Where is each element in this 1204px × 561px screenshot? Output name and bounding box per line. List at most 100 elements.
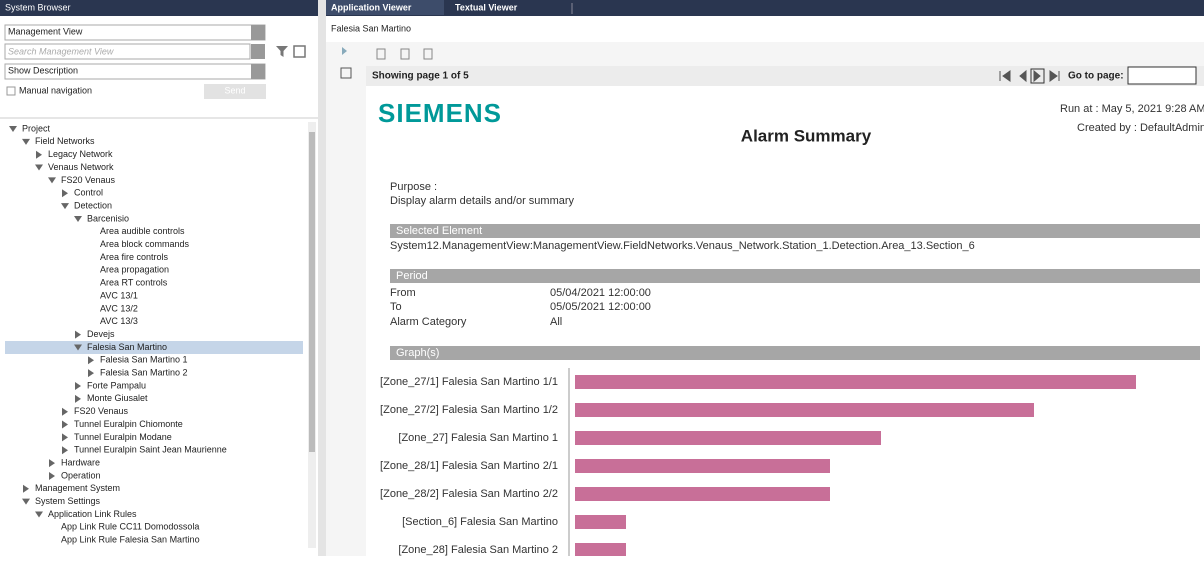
breadcrumb: Falesia San Martino xyxy=(331,23,411,33)
field-label: From xyxy=(390,287,416,299)
category-label: [Zone_28/2] Falesia San Martino 2/2 xyxy=(380,488,558,500)
search-placeholder: Search Management View xyxy=(8,46,114,56)
tree-item[interactable]: FS20 Venaus xyxy=(61,175,116,185)
send-button[interactable] xyxy=(204,84,266,99)
tree-item[interactable]: App Link Rule CC11 Domodossola xyxy=(61,522,199,532)
save-icon[interactable] xyxy=(340,67,352,79)
tree-item[interactable]: Field Networks xyxy=(35,136,95,146)
tree-item[interactable]: Management System xyxy=(35,483,120,493)
section-title: Graph(s) xyxy=(396,347,439,359)
toolbar xyxy=(366,42,1204,66)
filter-icon[interactable] xyxy=(276,46,288,57)
bar xyxy=(575,487,830,501)
expander[interactable] xyxy=(49,459,55,468)
expander[interactable] xyxy=(62,407,68,416)
category-label: [Zone_27/1] Falesia San Martino 1/1 xyxy=(380,376,558,388)
expander[interactable] xyxy=(74,344,82,351)
field-value: 05/05/2021 12:00:00 xyxy=(550,301,651,313)
play-icon[interactable] xyxy=(342,47,347,55)
bar xyxy=(575,375,1136,389)
field-label: To xyxy=(390,301,402,313)
tree-item[interactable]: Operation xyxy=(61,470,101,480)
expander[interactable] xyxy=(61,203,69,210)
expander[interactable] xyxy=(36,150,42,159)
tree-item[interactable]: Hardware xyxy=(61,457,100,467)
expander[interactable] xyxy=(62,433,68,442)
tree-item[interactable]: App Link Rule Falesia San Martino xyxy=(61,535,200,545)
tab[interactable]: Textual Viewer xyxy=(455,2,518,12)
expander[interactable] xyxy=(75,330,81,339)
tree-item[interactable]: Area propagation xyxy=(100,265,169,275)
expander[interactable] xyxy=(35,511,43,518)
tree-item[interactable]: AVC 13/1 xyxy=(100,290,138,300)
tree-item[interactable]: Area block commands xyxy=(100,239,190,249)
category-label: [Zone_27] Falesia San Martino 1 xyxy=(398,432,558,444)
tree-item[interactable]: Area RT controls xyxy=(100,278,168,288)
tool-icon[interactable] xyxy=(423,48,433,60)
tree-item[interactable]: Tunnel Euralpin Saint Jean Maurienne xyxy=(74,445,227,455)
tree-item[interactable]: System Settings xyxy=(35,496,101,506)
page-nav-focus xyxy=(1030,68,1045,84)
tree-item[interactable]: Tunnel Euralpin Chiomonte xyxy=(74,419,183,429)
expander[interactable] xyxy=(62,189,68,198)
expander[interactable] xyxy=(74,215,82,222)
expander[interactable] xyxy=(75,394,81,403)
tree-item[interactable]: Devejs xyxy=(87,329,115,339)
search-box[interactable] xyxy=(4,43,251,60)
tree-item[interactable]: Barcenisio xyxy=(87,213,129,223)
expander[interactable] xyxy=(88,356,94,365)
tree-item[interactable]: AVC 13/3 xyxy=(100,316,138,326)
expander[interactable] xyxy=(88,369,94,378)
checkbox[interactable] xyxy=(6,86,16,96)
expander[interactable] xyxy=(22,138,30,145)
page-nav[interactable] xyxy=(999,69,1060,83)
expander[interactable] xyxy=(22,498,30,505)
scroll-thumb[interactable] xyxy=(309,132,315,452)
save-icon[interactable] xyxy=(293,45,306,58)
search-arrow[interactable] xyxy=(251,44,265,59)
tree-item[interactable]: Legacy Network xyxy=(48,149,113,159)
expander[interactable] xyxy=(9,126,17,132)
tool-icon[interactable] xyxy=(400,48,410,60)
expander[interactable] xyxy=(75,382,81,390)
tree: Project Field Networks Legacy Network Venau… xyxy=(9,123,227,545)
tree-item[interactable]: Venaus Network xyxy=(48,162,114,172)
tree-item[interactable]: FS20 Venaus xyxy=(74,406,129,416)
tree-item[interactable]: Forte Pampalu xyxy=(87,380,146,390)
send-label: Send xyxy=(224,85,245,95)
tree-item[interactable]: Application Link Rules xyxy=(48,509,137,519)
expander[interactable] xyxy=(62,420,68,429)
tab-active[interactable] xyxy=(326,0,444,15)
select-arrow xyxy=(251,25,265,40)
selected-element: System12.ManagementView:ManagementView.F… xyxy=(390,240,975,252)
bar xyxy=(575,543,626,557)
goto-input[interactable] xyxy=(1127,66,1197,85)
bar xyxy=(575,403,1034,417)
tree-item[interactable]: Falesia San Martino 1 xyxy=(100,355,188,365)
tree-item[interactable]: Detection xyxy=(74,200,112,210)
tree-item[interactable]: Control xyxy=(74,188,103,198)
tab[interactable]: Application Viewer xyxy=(331,2,412,12)
expander[interactable] xyxy=(62,446,68,455)
expander[interactable] xyxy=(23,484,29,493)
splitter[interactable] xyxy=(318,0,326,556)
expander[interactable] xyxy=(48,177,56,184)
tool-icon[interactable] xyxy=(376,48,386,60)
tree-item[interactable]: Tunnel Euralpin Modane xyxy=(74,432,172,442)
tree-item[interactable]: AVC 13/2 xyxy=(100,303,138,313)
chart: [Zone_27/1] Falesia San Martino 1/1 [Zone… xyxy=(380,375,1136,557)
expander[interactable] xyxy=(49,471,55,480)
tree-item[interactable]: Area fire controls xyxy=(100,252,169,262)
goto-label: Go to page: xyxy=(1068,71,1124,82)
checkbox-label: Manual navigation xyxy=(19,85,92,95)
expander[interactable] xyxy=(35,164,43,171)
category-label: [Zone_28] Falesia San Martino 2 xyxy=(398,544,558,556)
tree-item[interactable]: Falesia San Martino 2 xyxy=(100,368,188,378)
report-title: Alarm Summary xyxy=(741,126,872,145)
tree-item[interactable]: Monte Giusalet xyxy=(87,393,148,403)
tree-item[interactable]: Falesia San Martino xyxy=(87,342,167,352)
tree-item[interactable]: Area audible controls xyxy=(100,226,185,236)
tree-item[interactable]: Project xyxy=(22,123,51,133)
